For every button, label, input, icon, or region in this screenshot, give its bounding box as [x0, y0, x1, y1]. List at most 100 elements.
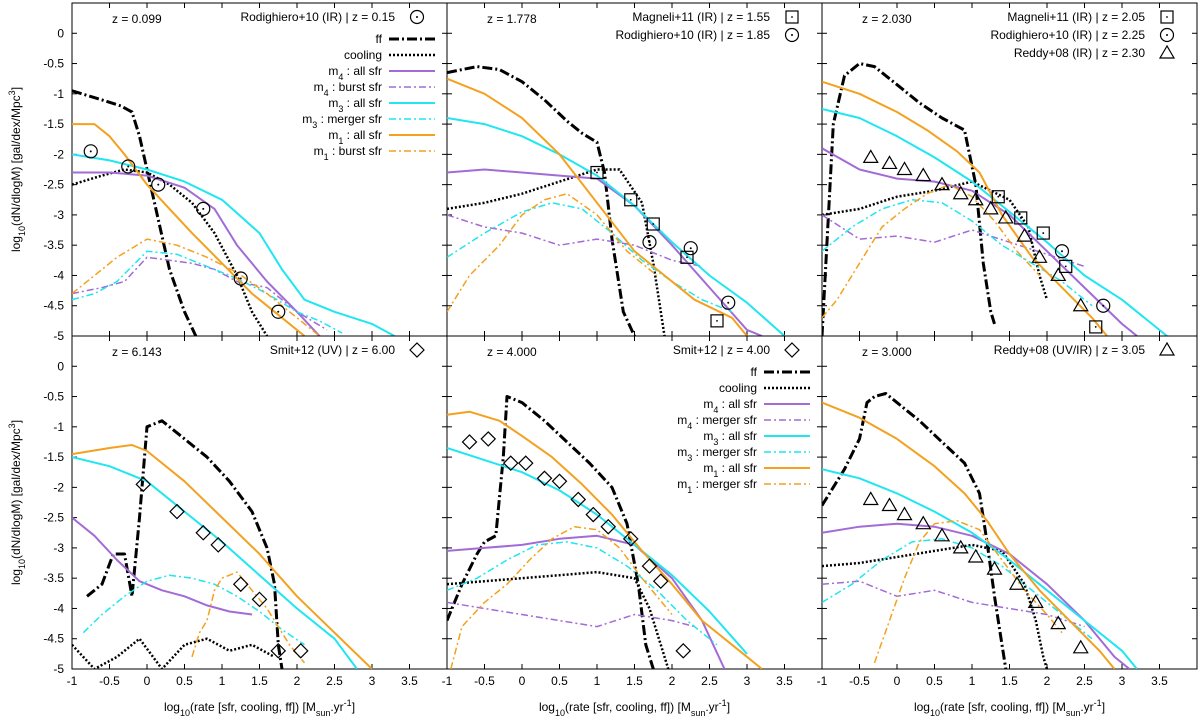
series-m3 — [822, 468, 1138, 669]
plot-frame — [71, 2, 448, 337]
y-axis-label: log10(dN/dlogM) [gal/dex/Mpc3] — [7, 420, 27, 585]
legend-label-m4b: m4 : burst sfr — [314, 80, 382, 98]
series-m4 — [822, 147, 1138, 336]
obs-point-circle-dot — [721, 295, 736, 310]
obs-legend-label: Magneli+11 (IR) | z = 1.55 — [632, 10, 770, 24]
obs-point-circle-dot — [121, 159, 136, 174]
legend-label-ff: ff — [376, 32, 383, 46]
series-m3b — [447, 202, 733, 313]
y-tick-label: -4.5 — [43, 632, 64, 646]
obs-point-circle-dot — [683, 241, 698, 256]
obs-legend-marker-triangle — [1158, 341, 1176, 356]
x-tick-label: -1 — [817, 674, 828, 688]
x-axis-label: log10(rate [sfr, cooling, ff]) [Msun.yr-… — [539, 698, 730, 717]
y-tick-label: -2.5 — [43, 511, 64, 525]
obs-point-triangle — [862, 149, 879, 163]
series-ff — [822, 392, 1008, 669]
plot-frame — [446, 2, 823, 337]
x-tick-label: 0.5 — [551, 674, 568, 688]
x-tick-label: 1.5 — [1001, 674, 1018, 688]
y-tick-label: -4 — [53, 268, 64, 282]
panel-bottom-middle: -1 -0.5 0 0.5 1 1.5 2 2.5 3 3.5 z = 4.000 Smit+12 |… — [442, 335, 823, 717]
x-tick-label: 1.5 — [626, 674, 643, 688]
legend-label-m4: m4 : all sfr — [703, 397, 757, 415]
legend-label-m3b: m3 : merger sfr — [302, 112, 382, 130]
x-tick-label: 1 — [219, 674, 226, 688]
x-tick-label: -0.5 — [474, 674, 495, 688]
series-cooling — [447, 168, 666, 336]
y-tick-label: -3 — [53, 208, 64, 222]
obs-point-diamond — [232, 576, 249, 593]
series-m1b — [447, 192, 658, 313]
x-tick-label: -0.5 — [849, 674, 870, 688]
legend-label-m1b: m1 : merger sfr — [677, 477, 757, 495]
obs-point-triangle — [1050, 615, 1067, 630]
series-m3 — [447, 447, 748, 655]
series-cooling — [72, 168, 269, 336]
y-tick-label: -5 — [53, 329, 64, 343]
obs-point-diamond — [652, 573, 669, 590]
obs-point-diamond — [570, 491, 587, 508]
series-cooling — [447, 570, 670, 669]
series-m3b — [822, 199, 1093, 307]
obs-point-circle-dot — [196, 201, 211, 216]
obs-point-square-dot — [680, 250, 694, 264]
x-tick-label: -1 — [442, 674, 453, 688]
y-tick-label: -3 — [53, 541, 64, 555]
series-ff — [86, 419, 284, 669]
x-tick-label: 3.5 — [401, 674, 418, 688]
obs-legend-label: Rodighiero+10 (IR) | z = 2.25 — [990, 28, 1145, 42]
obs-legend-marker-square-dot — [785, 10, 799, 24]
obs-legend-marker-triangle — [1158, 44, 1176, 59]
plot-frame — [446, 335, 823, 670]
obs-point-triangle — [967, 191, 984, 206]
obs-point-square-dot — [1014, 211, 1028, 225]
series-m4b — [72, 256, 328, 331]
obs-point-triangle — [915, 515, 932, 530]
obs-point-triangle — [933, 527, 951, 542]
series-ff — [822, 62, 996, 336]
x-tick-label: 3 — [369, 674, 376, 688]
obs-point-diamond — [480, 431, 497, 447]
obs-point-square-dot — [646, 217, 660, 231]
obs-point-diamond — [622, 530, 639, 547]
y-tick-label: -3.5 — [43, 571, 64, 585]
obs-point-diamond — [585, 506, 602, 523]
x-axis-label: log10(rate [sfr, cooling, ff]) [Msun.yr-… — [164, 698, 355, 717]
series-m1b — [72, 238, 320, 336]
y-axis-label: log10(dN/dlogM) [gal/dex/Mpc3] — [7, 87, 27, 252]
obs-point-diamond — [461, 434, 478, 450]
obs-point-triangle — [915, 167, 932, 182]
obs-point-square-dot — [1036, 226, 1050, 240]
series-m4b — [822, 580, 1085, 628]
series-m3b — [72, 250, 343, 334]
series-ff — [447, 65, 636, 336]
obs-point-triangle — [862, 491, 879, 506]
obs-point-diamond — [195, 524, 212, 541]
obs-point-triangle — [1072, 639, 1089, 654]
obs-point-diamond — [251, 591, 268, 608]
panel-top-left: 0 -0.5 -1 -1.5 -2 -2.5 -3 -3.5 -4 -4.5 -5 z = 0.099… — [7, 2, 448, 343]
obs-point-square-dot — [624, 193, 638, 207]
series-cooling — [72, 637, 276, 669]
obs-point-triangle — [1008, 576, 1026, 590]
x-tick-label: -1 — [67, 674, 78, 688]
series-m1 — [822, 80, 1108, 336]
obs-legend-label: Rodighiero+10 (IR) | z = 1.85 — [615, 28, 770, 42]
x-axis-label: log10(rate [sfr, cooling, ff]) [Msun.yr-… — [914, 698, 1105, 717]
obs-legend-label: Smit+12 | z = 4.00 — [673, 343, 770, 357]
series-m3b — [822, 538, 1093, 640]
x-tick-label: -0.5 — [99, 674, 120, 688]
x-tick-label: 2 — [669, 674, 676, 688]
y-tick-label: -2 — [53, 480, 64, 494]
series-m1 — [72, 123, 306, 336]
legend-label-m1: m1 : all sfr — [328, 128, 382, 146]
x-tick-label: 2.5 — [701, 674, 718, 688]
y-tick-label: -2 — [53, 147, 64, 161]
y-tick-label: -2.5 — [43, 178, 64, 192]
obs-point-circle-dot — [642, 235, 657, 250]
obs-point-square-dot — [1089, 320, 1103, 334]
obs-legend-label: Reddy+08 (UV/IR) | z = 3.05 — [994, 343, 1146, 357]
x-tick-label: 0 — [894, 674, 901, 688]
y-tick-label: -3.5 — [43, 238, 64, 252]
